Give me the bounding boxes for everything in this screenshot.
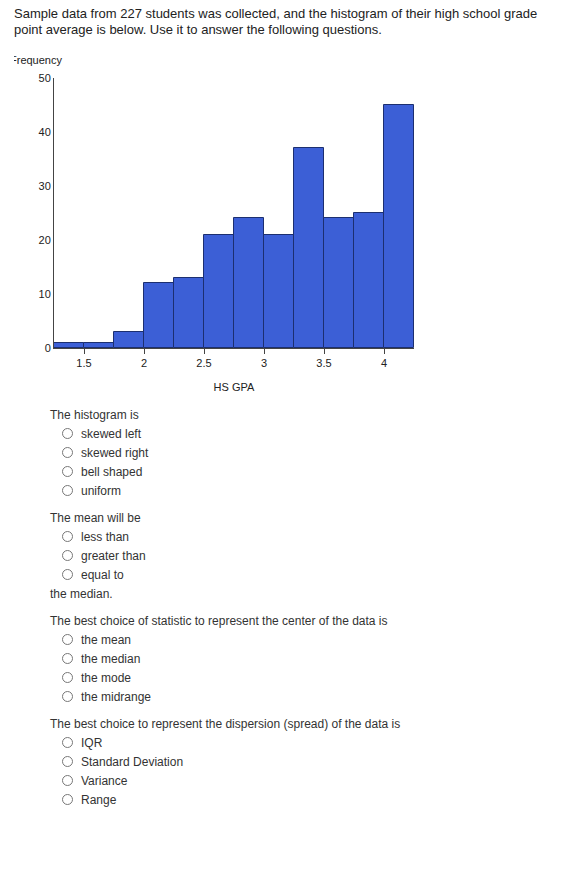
svg-text:50: 50 <box>39 72 51 84</box>
svg-text:1.5: 1.5 <box>76 357 91 369</box>
html-text:The mean will be: The mean will be <box>50 511 141 525</box>
svg-text:0: 0 <box>45 342 51 354</box>
html-text:the median.: the median. <box>50 587 113 601</box>
svg-text:4: 4 <box>381 357 387 369</box>
html-text:skewed left: skewed left <box>81 427 141 441</box>
html-text:the mean: the mean <box>81 633 131 647</box>
svg-text:20: 20 <box>39 234 51 246</box>
svg-text:Frequency: Frequency <box>14 54 62 66</box>
html-text:The best choice of statistic t: The best choice of statistic to represen… <box>50 614 388 628</box>
svg-text:2: 2 <box>141 357 147 369</box>
html-text:IQR: IQR <box>81 736 103 750</box>
html-text:Variance: Variance <box>81 774 128 788</box>
html-text:Standard Deviation: Standard Deviation <box>81 755 184 769</box>
svg-text:40: 40 <box>39 126 51 138</box>
html-text:greater than: greater than <box>81 549 146 563</box>
html-text:less than: less than <box>81 530 129 544</box>
html-text:uniform: uniform <box>81 484 121 498</box>
svg-text:3: 3 <box>261 357 267 369</box>
html-text:the median: the median <box>81 652 141 666</box>
html-text:the mode: the mode <box>81 671 131 685</box>
svg-text:2.5: 2.5 <box>196 357 211 369</box>
svg-text:10: 10 <box>39 288 51 300</box>
svg-text:30: 30 <box>39 180 51 192</box>
html-text:The histogram is: The histogram is <box>50 408 139 422</box>
svg-text:HS GPA: HS GPA <box>214 381 255 393</box>
html-text:The best choice to represent t: The best choice to represent the dispers… <box>50 717 401 731</box>
html-text:equal to: equal to <box>81 568 124 582</box>
html-text:bell shaped: bell shaped <box>81 465 143 479</box>
html-text:skewed right: skewed right <box>81 446 149 460</box>
html-text:the midrange: the midrange <box>81 690 151 704</box>
html-text:Sample data from 227 students: Sample data from 227 students was collec… <box>14 6 538 37</box>
html-text:Range: Range <box>81 793 117 807</box>
svg-text:3.5: 3.5 <box>316 357 331 369</box>
